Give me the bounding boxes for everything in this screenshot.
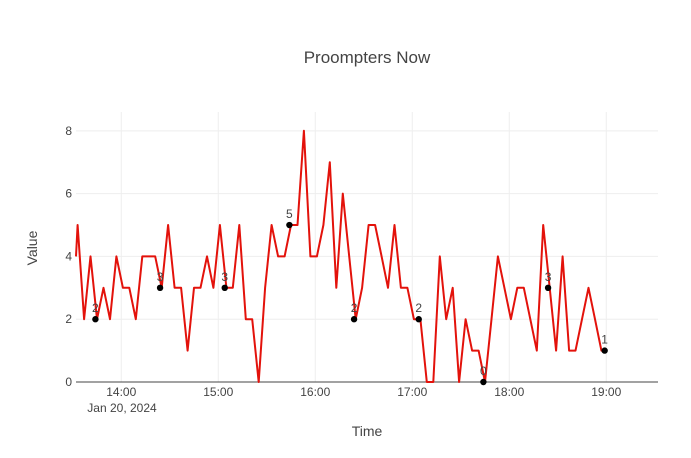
data-point	[601, 347, 608, 354]
series-line	[75, 129, 605, 383]
data-point-label: 2	[92, 301, 99, 315]
data-point	[92, 316, 99, 323]
y-tick-label: 0	[65, 375, 72, 389]
data-point-label: 3	[157, 270, 164, 284]
x-axis-date-label: Jan 20, 2024	[87, 401, 157, 415]
x-axis-title: Time	[352, 423, 383, 439]
x-tick-label: 18:00	[494, 385, 524, 399]
x-tick-label: 16:00	[300, 385, 330, 399]
x-tick-label: 15:00	[203, 385, 233, 399]
data-point-label: 2	[351, 301, 358, 315]
x-tick-label: 17:00	[397, 385, 427, 399]
data-point	[156, 284, 164, 292]
data-point	[544, 284, 552, 292]
y-axis-title: Value	[24, 230, 40, 265]
tick-labels: 0 2 4 6 8 14:00 15:00 16:00 17:00 18:00 19:00	[65, 124, 621, 399]
data-point-label: 3	[545, 270, 552, 284]
data-point	[415, 316, 422, 323]
data-point	[480, 378, 487, 386]
y-tick-label: 4	[65, 249, 72, 263]
data-point-label: 0	[480, 364, 487, 378]
data-point	[286, 221, 293, 229]
data-point-label: 1	[601, 333, 608, 347]
x-tick-label: 14:00	[106, 385, 136, 399]
series-lines	[75, 129, 605, 383]
chart-title: Proompters Now	[304, 48, 431, 67]
data-markers: 2 3 3 5 2 2 0 3 1	[92, 207, 608, 386]
y-tick-label: 8	[65, 124, 72, 138]
y-tick-label: 6	[65, 187, 72, 201]
data-point-label: 3	[221, 270, 228, 284]
y-tick-label: 2	[65, 312, 72, 326]
data-point	[350, 316, 358, 323]
x-tick-label: 19:00	[591, 385, 621, 399]
data-point-label: 5	[286, 207, 293, 221]
data-point-label: 2	[415, 301, 422, 315]
data-point	[221, 284, 228, 292]
